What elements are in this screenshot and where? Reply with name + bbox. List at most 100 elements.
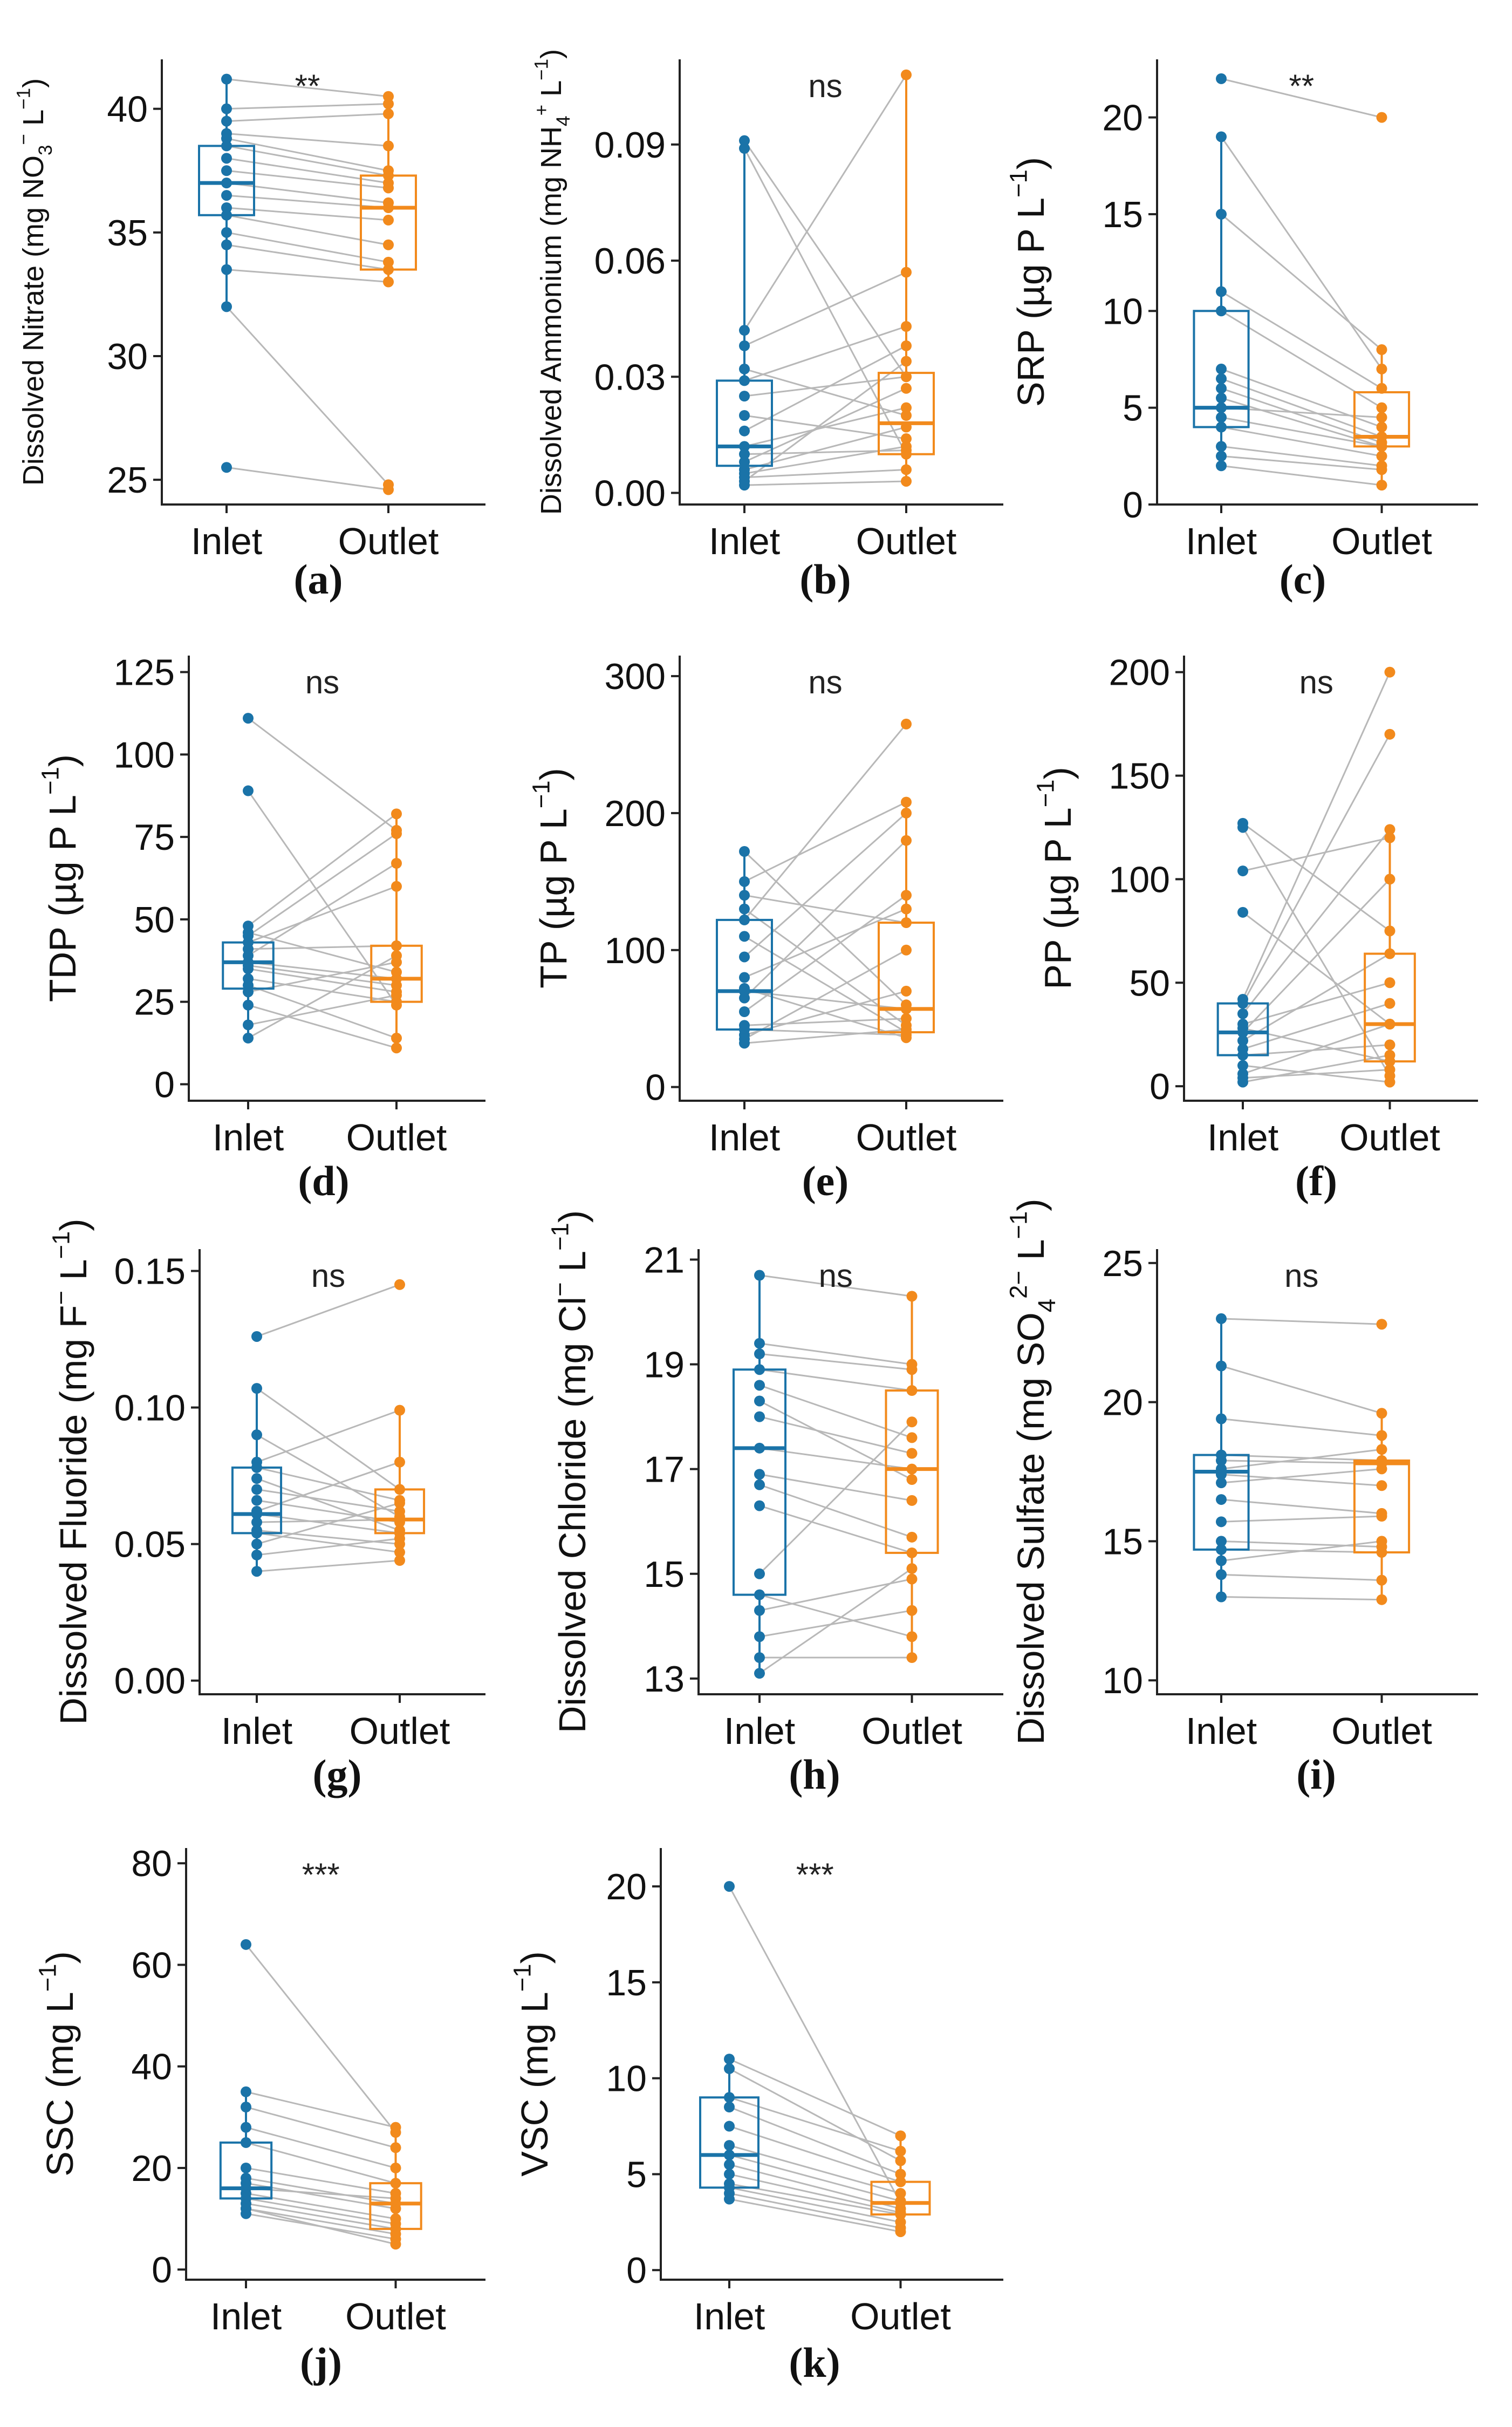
panel-k: 0 5 10 15 20 Inlet Outlet *** VSC (mg L−1) (k)	[509, 1848, 1003, 2386]
panel-e: 0 100 200 300 Inlet Outlet ns TP (µg P L−1) (e)	[528, 656, 1003, 1204]
outlet-point	[901, 433, 912, 445]
y-title-sub: 4	[1033, 1299, 1061, 1312]
inlet-point	[1216, 441, 1227, 452]
y-tick-label: 50	[134, 899, 175, 940]
pair-line	[729, 2058, 901, 2137]
pair-line	[1242, 822, 1391, 932]
pair-line	[744, 801, 907, 883]
outlet-point	[901, 890, 912, 901]
x-tick-label-inlet: Inlet	[694, 2295, 765, 2337]
pair-line	[1221, 1365, 1382, 1414]
outlet-point	[1376, 1536, 1387, 1547]
inlet-point	[739, 135, 750, 146]
pair-line	[759, 1473, 912, 1502]
pair-line	[1220, 136, 1383, 370]
y-title-sup: −	[47, 1291, 75, 1305]
inlet-point	[221, 103, 232, 114]
outlet-point	[391, 990, 402, 1001]
y-title-main: Dissolved Fluoride	[52, 1403, 94, 1724]
pair-line	[744, 990, 907, 1036]
y-tick-label: 200	[1109, 652, 1170, 693]
inlet-point	[251, 1484, 262, 1495]
outlet-point	[383, 256, 394, 268]
y-tick-label: 0.03	[594, 357, 666, 398]
x-tick-label-outlet: Outlet	[1339, 1116, 1440, 1158]
inlet-point	[754, 1395, 765, 1407]
outlet-point	[906, 1432, 918, 1443]
outlet-point	[1376, 1547, 1387, 1558]
panel-a: 25 30 35 40 Inlet Outlet ** Dissolved Nitrate (…	[13, 59, 485, 603]
pair-line	[759, 1578, 912, 1612]
y-title-unit: (mg L	[39, 1992, 81, 2088]
y-title-sup: −	[13, 134, 35, 145]
outlet-point	[901, 410, 912, 421]
inlet-point	[739, 1006, 750, 1017]
y-tick-label: 300	[605, 656, 666, 697]
y-title-close: )	[514, 1951, 556, 1964]
inlet-point	[754, 1270, 765, 1281]
x-tick-label-inlet: Inlet	[709, 520, 780, 562]
pair-line	[226, 138, 389, 172]
pair-line	[1242, 911, 1391, 1025]
pair-line	[729, 2198, 901, 2233]
x-tick-label-outlet: Outlet	[338, 520, 439, 562]
outlet-point	[906, 1573, 918, 1585]
pair-line	[1242, 829, 1391, 1014]
pair-line	[256, 1467, 400, 1502]
inlet-point	[754, 1605, 765, 1616]
outlet-point	[901, 69, 912, 80]
outlet-point	[390, 2162, 401, 2173]
inlet-point	[1216, 1555, 1227, 1566]
pair-line	[225, 306, 389, 486]
panel-label: (k)	[789, 2339, 840, 2386]
inlet-point	[724, 2063, 735, 2074]
x-tick-label-inlet: Inlet	[724, 1710, 795, 1752]
pair-line	[759, 1594, 912, 1638]
pair-line	[744, 480, 907, 486]
significance-label: ns	[1284, 1258, 1318, 1294]
inlet-point	[739, 363, 750, 374]
inlet-point	[1216, 131, 1227, 142]
pair-line	[245, 2091, 396, 2129]
y-tick-label: 0.00	[594, 473, 666, 514]
outlet-point	[906, 1474, 918, 1485]
outlet-point	[1384, 728, 1395, 740]
inlet-point	[1216, 1455, 1227, 1466]
outlet-point	[906, 1652, 918, 1664]
pair-line	[226, 133, 389, 147]
y-tick-label: 40	[131, 2047, 172, 2088]
pair-line	[245, 2126, 396, 2169]
y-tick-label: 0.15	[114, 1251, 186, 1292]
inlet-point	[241, 2208, 251, 2219]
y-tick-label: 25	[1102, 1243, 1143, 1284]
inlet-point	[243, 1032, 254, 1044]
panel-d: 0 25 50 75 100 125 Inlet Outlet ns TDP (µg P L−1)…	[37, 652, 485, 1204]
pair-line	[729, 2186, 901, 2223]
inlet-point	[1237, 822, 1248, 833]
outlet-point	[1376, 363, 1387, 374]
inlet-point	[221, 227, 232, 238]
inlet-point	[1216, 412, 1227, 423]
pair-line	[1221, 445, 1382, 467]
y-tick-label: 0.10	[114, 1388, 186, 1429]
inlet-point	[739, 992, 750, 1004]
inlet-point	[241, 1939, 251, 1950]
outlet-point	[383, 214, 394, 226]
pair-line	[744, 271, 907, 347]
inlet-point	[1237, 1008, 1248, 1019]
pair-line	[1221, 1498, 1382, 1515]
pair-line	[729, 2192, 901, 2229]
outlet-point	[901, 1013, 912, 1024]
x-tick-label-inlet: Inlet	[709, 1116, 780, 1158]
inlet-point	[1216, 451, 1227, 462]
x-tick-label-inlet: Inlet	[213, 1116, 284, 1158]
outlet-point	[1384, 1076, 1395, 1088]
inlet-point	[724, 2140, 735, 2151]
outlet-point	[895, 2196, 906, 2207]
x-tick-label-outlet: Outlet	[1331, 520, 1432, 562]
y-title-tail: L	[17, 110, 50, 134]
outlet-point	[391, 940, 402, 951]
x-tick-label-inlet: Inlet	[1207, 1116, 1278, 1158]
y-tick-label: 35	[107, 213, 148, 254]
